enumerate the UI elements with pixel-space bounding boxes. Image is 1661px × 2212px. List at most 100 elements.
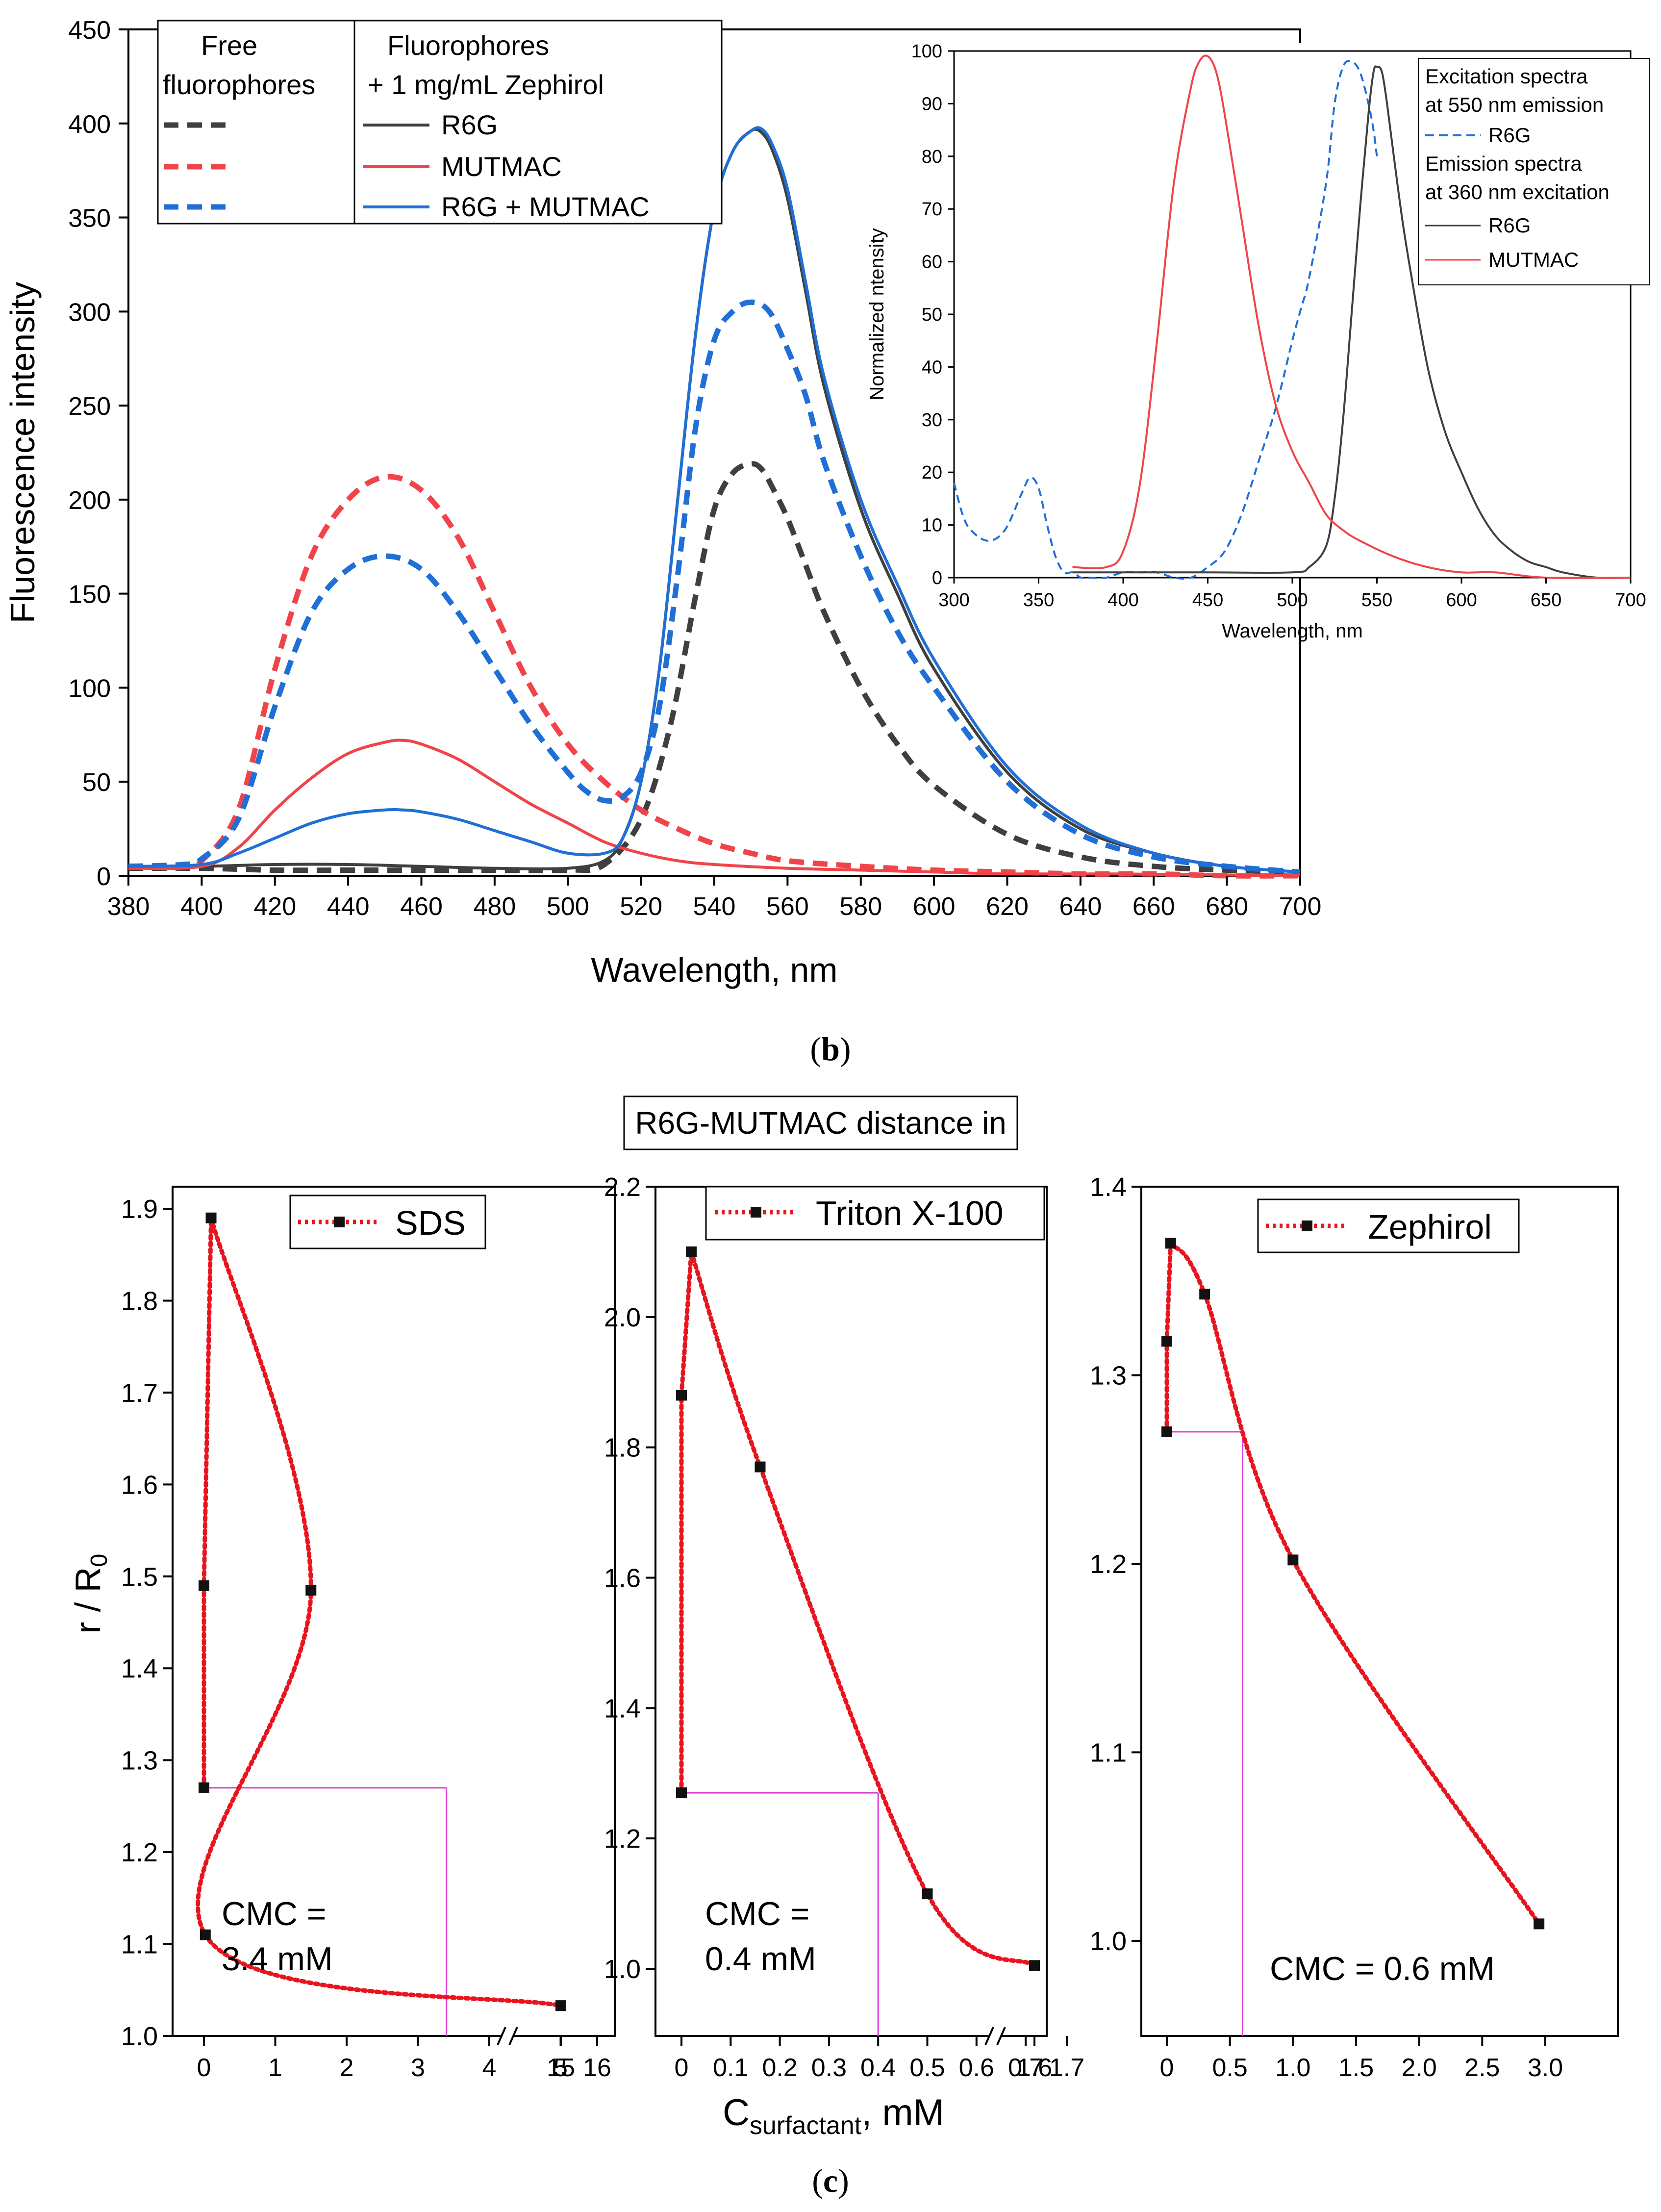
triton-fit-decay: [689, 1249, 1037, 1968]
triton-fit-rise: [679, 1249, 694, 1795]
triton-y-tick-label: 1.0: [604, 1955, 641, 1984]
main-x-tick-label: 560: [766, 892, 809, 921]
triton-y-tick-label: 1.6: [604, 1564, 641, 1593]
inset-y-tick-label: 100: [911, 41, 942, 62]
inset-series-line-1: [1072, 65, 1631, 579]
main-x-tick-label: 620: [986, 892, 1029, 921]
panel-c-x-axis-label-unit: , mM: [861, 2092, 944, 2134]
main-y-tick-label: 400: [68, 110, 111, 139]
zeph-x-tick-label: 2.0: [1402, 2054, 1437, 2082]
zephirol-cmc-label: CMC = 0.6 mM: [1270, 1950, 1495, 1987]
zeph-x-tick-label: 3.0: [1528, 2054, 1563, 2082]
inset-x-tick-label: 300: [938, 590, 969, 610]
inset-x-tick-label: 650: [1531, 590, 1561, 610]
sds-axis-break-mark-right: [508, 2027, 518, 2045]
inset-y-tick-label: 40: [922, 357, 942, 378]
triton-x-tick-label: 0.2: [762, 2054, 797, 2082]
sds-data-point-0: [199, 1782, 209, 1793]
triton-x-tick-label: 1.6: [1017, 2054, 1052, 2082]
triton-data-point-5: [1029, 1960, 1040, 1971]
triton-x-tick-label: 0.1: [713, 2054, 748, 2082]
panel-c-x-axis-label-main: C: [723, 2092, 750, 2134]
triton-subplot: 1.0 1.2 1.4 1.6 1.8 2.0 2.2 0 0.1 0.2 0.3 0.4 0.5 0.6…: [604, 1172, 1084, 2082]
triton-x-tick-label: 0: [675, 2054, 689, 2082]
sds-x-tick-label: 2: [340, 2054, 354, 2082]
zephirol-legend-marker: [1302, 1220, 1312, 1231]
zeph-y-tick-label: 1.3: [1090, 1361, 1127, 1391]
inset-y-tick-label: 90: [922, 94, 942, 114]
main-x-tick-label: 480: [473, 892, 516, 921]
inset-legend-box: [1418, 58, 1650, 285]
inset-chart: 300 350 400 450 500 550 600 650 700 0 10 20 30 40 50 6…: [866, 41, 1650, 642]
main-series-group: [128, 126, 1301, 879]
legend-col1-header-line1: Free: [201, 30, 257, 61]
sds-legend-label: SDS: [395, 1204, 466, 1242]
inset-legend-excitation-line2: at 550 nm emission: [1425, 93, 1604, 116]
zeph-x-tick-label: 1.5: [1338, 2054, 1374, 2082]
main-x-tick-label: 500: [547, 892, 589, 921]
main-x-tick-label: 600: [913, 892, 956, 921]
triton-y-tick-label: 2.0: [604, 1303, 641, 1332]
main-x-tick-label: 640: [1059, 892, 1102, 921]
triton-series: [676, 1246, 1040, 1971]
sds-y-tick-label: 1.6: [121, 1470, 158, 1500]
inset-y-tick-label: 0: [932, 568, 942, 588]
main-x-tick-label: 460: [400, 892, 443, 921]
sds-data-point-2: [205, 1212, 217, 1223]
sds-y-tick-label: 1.0: [121, 2022, 158, 2051]
triton-data-point-2: [686, 1246, 697, 1257]
zeph-data-point-5: [1534, 1918, 1545, 1930]
zephirol-cmc-guide: [1167, 1431, 1243, 2036]
panel-c-x-axis-label-sub: surfactant: [750, 2111, 862, 2140]
main-x-tick-label: 580: [839, 892, 882, 921]
sds-data-point-4: [200, 1929, 211, 1940]
main-spectra-chart: 380 400 420 440 460 480 500 520 540 560 580 600 620 6…: [3, 16, 1321, 989]
triton-cmc-guide: [681, 1792, 879, 2036]
sds-cmc-guide: [204, 1787, 448, 2036]
sds-y-axis-label: r / R0: [69, 1554, 112, 1634]
zephirol-subplot: 1.0 1.1 1.2 1.3 1.4 0 0.5 1.0 1.5 2.0 2.5 3.0 Zephi…: [1090, 1172, 1619, 2082]
main-y-tick-label: 200: [68, 486, 111, 515]
triton-x-tick-label: 0.5: [909, 2054, 945, 2082]
inset-x-tick-label: 700: [1615, 590, 1646, 610]
main-x-axis-label: Wavelength, nm: [591, 951, 837, 989]
triton-y-tick-label: 1.4: [604, 1694, 641, 1723]
inset-legend-excitation-line1: Excitation spectra: [1425, 65, 1588, 88]
inset-x-tick-label: 350: [1023, 590, 1054, 610]
sds-y-axis-label-sub: 0: [86, 1554, 112, 1567]
main-series-line-5: [128, 126, 1301, 874]
sds-y-tick-label: 1.2: [121, 1838, 158, 1867]
main-x-tick-label: 420: [253, 892, 296, 921]
zephirol-series: [1161, 1238, 1545, 1930]
inset-x-tick-label: 400: [1107, 590, 1138, 610]
sds-y-tick-label: 1.8: [121, 1286, 158, 1316]
inset-y-axis: 0 10 20 30 40 50 60 70 80 90 100: [911, 41, 954, 588]
panel-label-c-letter: c: [823, 2162, 838, 2199]
triton-legend-box: [705, 1186, 1045, 1241]
sds-subplot: 1.0 1.1 1.2 1.3 1.4 1.5 1.6 1.7 1.8 1.9 0 1 2 3 4 515 16…: [69, 1186, 616, 2082]
inset-y-tick-label: 60: [922, 252, 942, 273]
inset-legend-emission-line1: Emission spectra: [1425, 152, 1582, 175]
inset-legend: Excitation spectra at 550 nm emission R6…: [1418, 58, 1650, 285]
inset-legend-mutmac-emission: MUTMAC: [1488, 248, 1579, 271]
inset-y-tick-label: 30: [922, 410, 942, 431]
inset-y-tick-label: 10: [922, 515, 942, 536]
legend-col1-header-line2: fluorophores: [163, 69, 315, 100]
legend-col2-header-line1: Fluorophores: [387, 30, 549, 61]
main-x-tick-label: 680: [1206, 892, 1248, 921]
main-y-tick-label: 300: [68, 298, 111, 327]
sds-cmc-label-line2: 3.4 mM: [222, 1940, 333, 1978]
main-y-tick-label: 150: [68, 581, 111, 609]
zeph-data-point-2: [1165, 1238, 1176, 1249]
sds-y-tick-label: 1.1: [121, 1930, 158, 1959]
sds-data-point-1: [199, 1580, 209, 1591]
inset-x-tick-label: 600: [1446, 590, 1477, 610]
triton-y-tick-label: 1.8: [604, 1433, 641, 1463]
main-x-tick-label: 540: [693, 892, 736, 921]
zeph-y-tick-label: 1.0: [1090, 1927, 1127, 1956]
main-x-tick-label: 700: [1279, 892, 1322, 921]
sds-y-tick-label: 1.5: [121, 1562, 158, 1592]
main-x-tick-label: 400: [180, 892, 223, 921]
inset-legend-r6g-excitation: R6G: [1488, 124, 1531, 147]
triton-axis-break-mark-right: [996, 2027, 1006, 2045]
